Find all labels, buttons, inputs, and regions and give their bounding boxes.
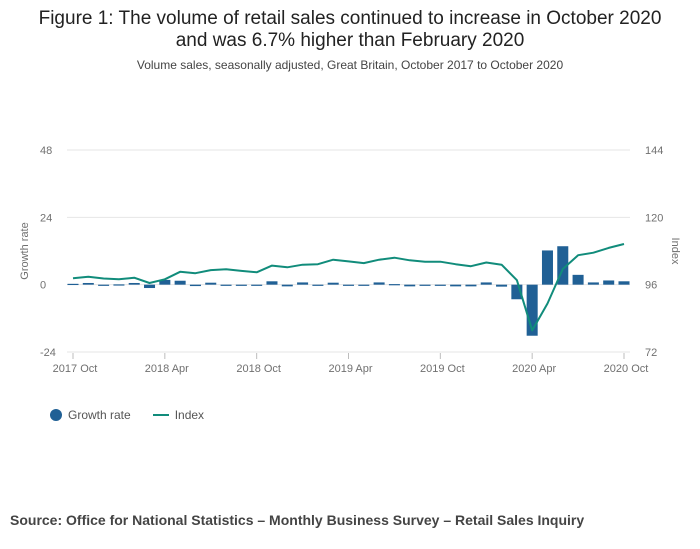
bar-growth-rate xyxy=(572,274,584,285)
bar-growth-rate xyxy=(526,284,538,336)
bar-growth-rate xyxy=(541,250,553,285)
bar-growth-rate xyxy=(603,280,615,285)
bar-growth-rate xyxy=(113,284,125,286)
y-left-axis-title: Growth rate xyxy=(19,222,31,279)
bar-growth-rate xyxy=(404,284,416,287)
source-note: Source: Office for National Statistics –… xyxy=(10,512,585,528)
bar-growth-rate xyxy=(297,282,309,285)
bar-growth-rate xyxy=(327,282,339,285)
legend-index-marker xyxy=(152,414,169,416)
bar-growth-rate xyxy=(67,283,79,286)
y-left-tick-label: 0 xyxy=(40,280,46,292)
legend-growth-rate-marker xyxy=(50,409,62,421)
y-right-tick-label: 72 xyxy=(645,347,657,359)
bar-growth-rate xyxy=(312,284,324,286)
bar-growth-rate xyxy=(465,284,477,287)
y-right-axis-title: Index xyxy=(669,238,681,265)
y-right-tick-label: 120 xyxy=(645,212,663,224)
y-right-tick-label: 144 xyxy=(645,145,663,157)
legend-growth-rate-label: Growth rate xyxy=(68,408,131,422)
line-index xyxy=(72,243,625,332)
bar-growth-rate xyxy=(128,282,140,285)
bar-growth-rate xyxy=(205,282,217,285)
title-line-1: Figure 1: The volume of retail sales con… xyxy=(38,8,662,29)
y-left-tick-label: 24 xyxy=(40,212,52,224)
title-line-2: and was 6.7% higher than February 2020 xyxy=(175,30,525,51)
y-left-tick-label: -24 xyxy=(40,347,56,359)
bar-growth-rate xyxy=(342,284,355,286)
bar-growth-rate xyxy=(618,281,630,285)
bar-growth-rate xyxy=(174,280,186,285)
bar-growth-rate xyxy=(235,284,247,286)
x-tick-label: 2020 Oct xyxy=(604,363,649,375)
bar-growth-rate xyxy=(373,282,385,285)
bar-growth-rate xyxy=(189,284,201,287)
bar-growth-rate xyxy=(358,284,370,286)
bar-growth-rate xyxy=(388,284,400,286)
bar-growth-rate xyxy=(144,284,156,289)
x-tick-label: 2019 Oct xyxy=(420,363,465,375)
bar-growth-rate xyxy=(511,284,523,300)
x-tick-label: 2018 Oct xyxy=(236,363,281,375)
legend-index-label: Index xyxy=(174,408,205,422)
bar-growth-rate xyxy=(220,284,232,286)
bar-growth-rate xyxy=(587,282,599,285)
bar-growth-rate xyxy=(159,279,171,285)
y-right-tick-label: 96 xyxy=(645,280,657,292)
bar-growth-rate xyxy=(281,284,293,287)
bar-growth-rate xyxy=(266,281,278,285)
bar-growth-rate xyxy=(557,246,569,285)
bar-growth-rate xyxy=(98,284,110,286)
bar-growth-rate xyxy=(450,284,462,287)
bar-growth-rate xyxy=(82,282,94,285)
x-tick-label: 2018 Apr xyxy=(145,363,189,375)
bar-growth-rate xyxy=(419,284,431,286)
bar-growth-rate xyxy=(480,282,492,285)
x-tick-label: 2020 Apr xyxy=(512,363,556,375)
bar-growth-rate xyxy=(496,284,508,287)
y-left-tick-label: 48 xyxy=(40,145,52,157)
chart-subtitle: Volume sales, seasonally adjusted, Great… xyxy=(136,58,564,72)
bar-growth-rate xyxy=(434,284,446,286)
bar-growth-rate xyxy=(251,284,263,286)
x-tick-label: 2017 Oct xyxy=(53,363,98,375)
legend: Growth rate Index xyxy=(50,408,204,422)
chart-title: Figure 1: The volume of retail sales con… xyxy=(0,8,700,52)
x-tick-label: 2019 Apr xyxy=(328,363,372,375)
